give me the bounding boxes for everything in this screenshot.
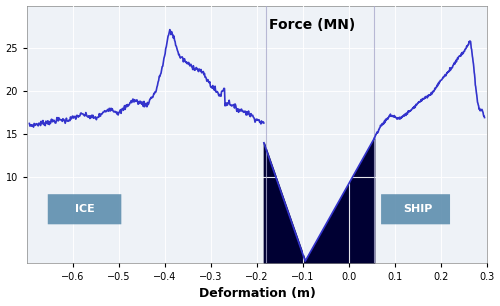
FancyBboxPatch shape <box>48 194 122 224</box>
X-axis label: Deformation (m): Deformation (m) <box>198 287 316 300</box>
Text: SHIP: SHIP <box>403 204 432 214</box>
Text: Force (MN): Force (MN) <box>269 18 355 32</box>
FancyBboxPatch shape <box>381 194 450 224</box>
Text: ICE: ICE <box>74 204 94 214</box>
